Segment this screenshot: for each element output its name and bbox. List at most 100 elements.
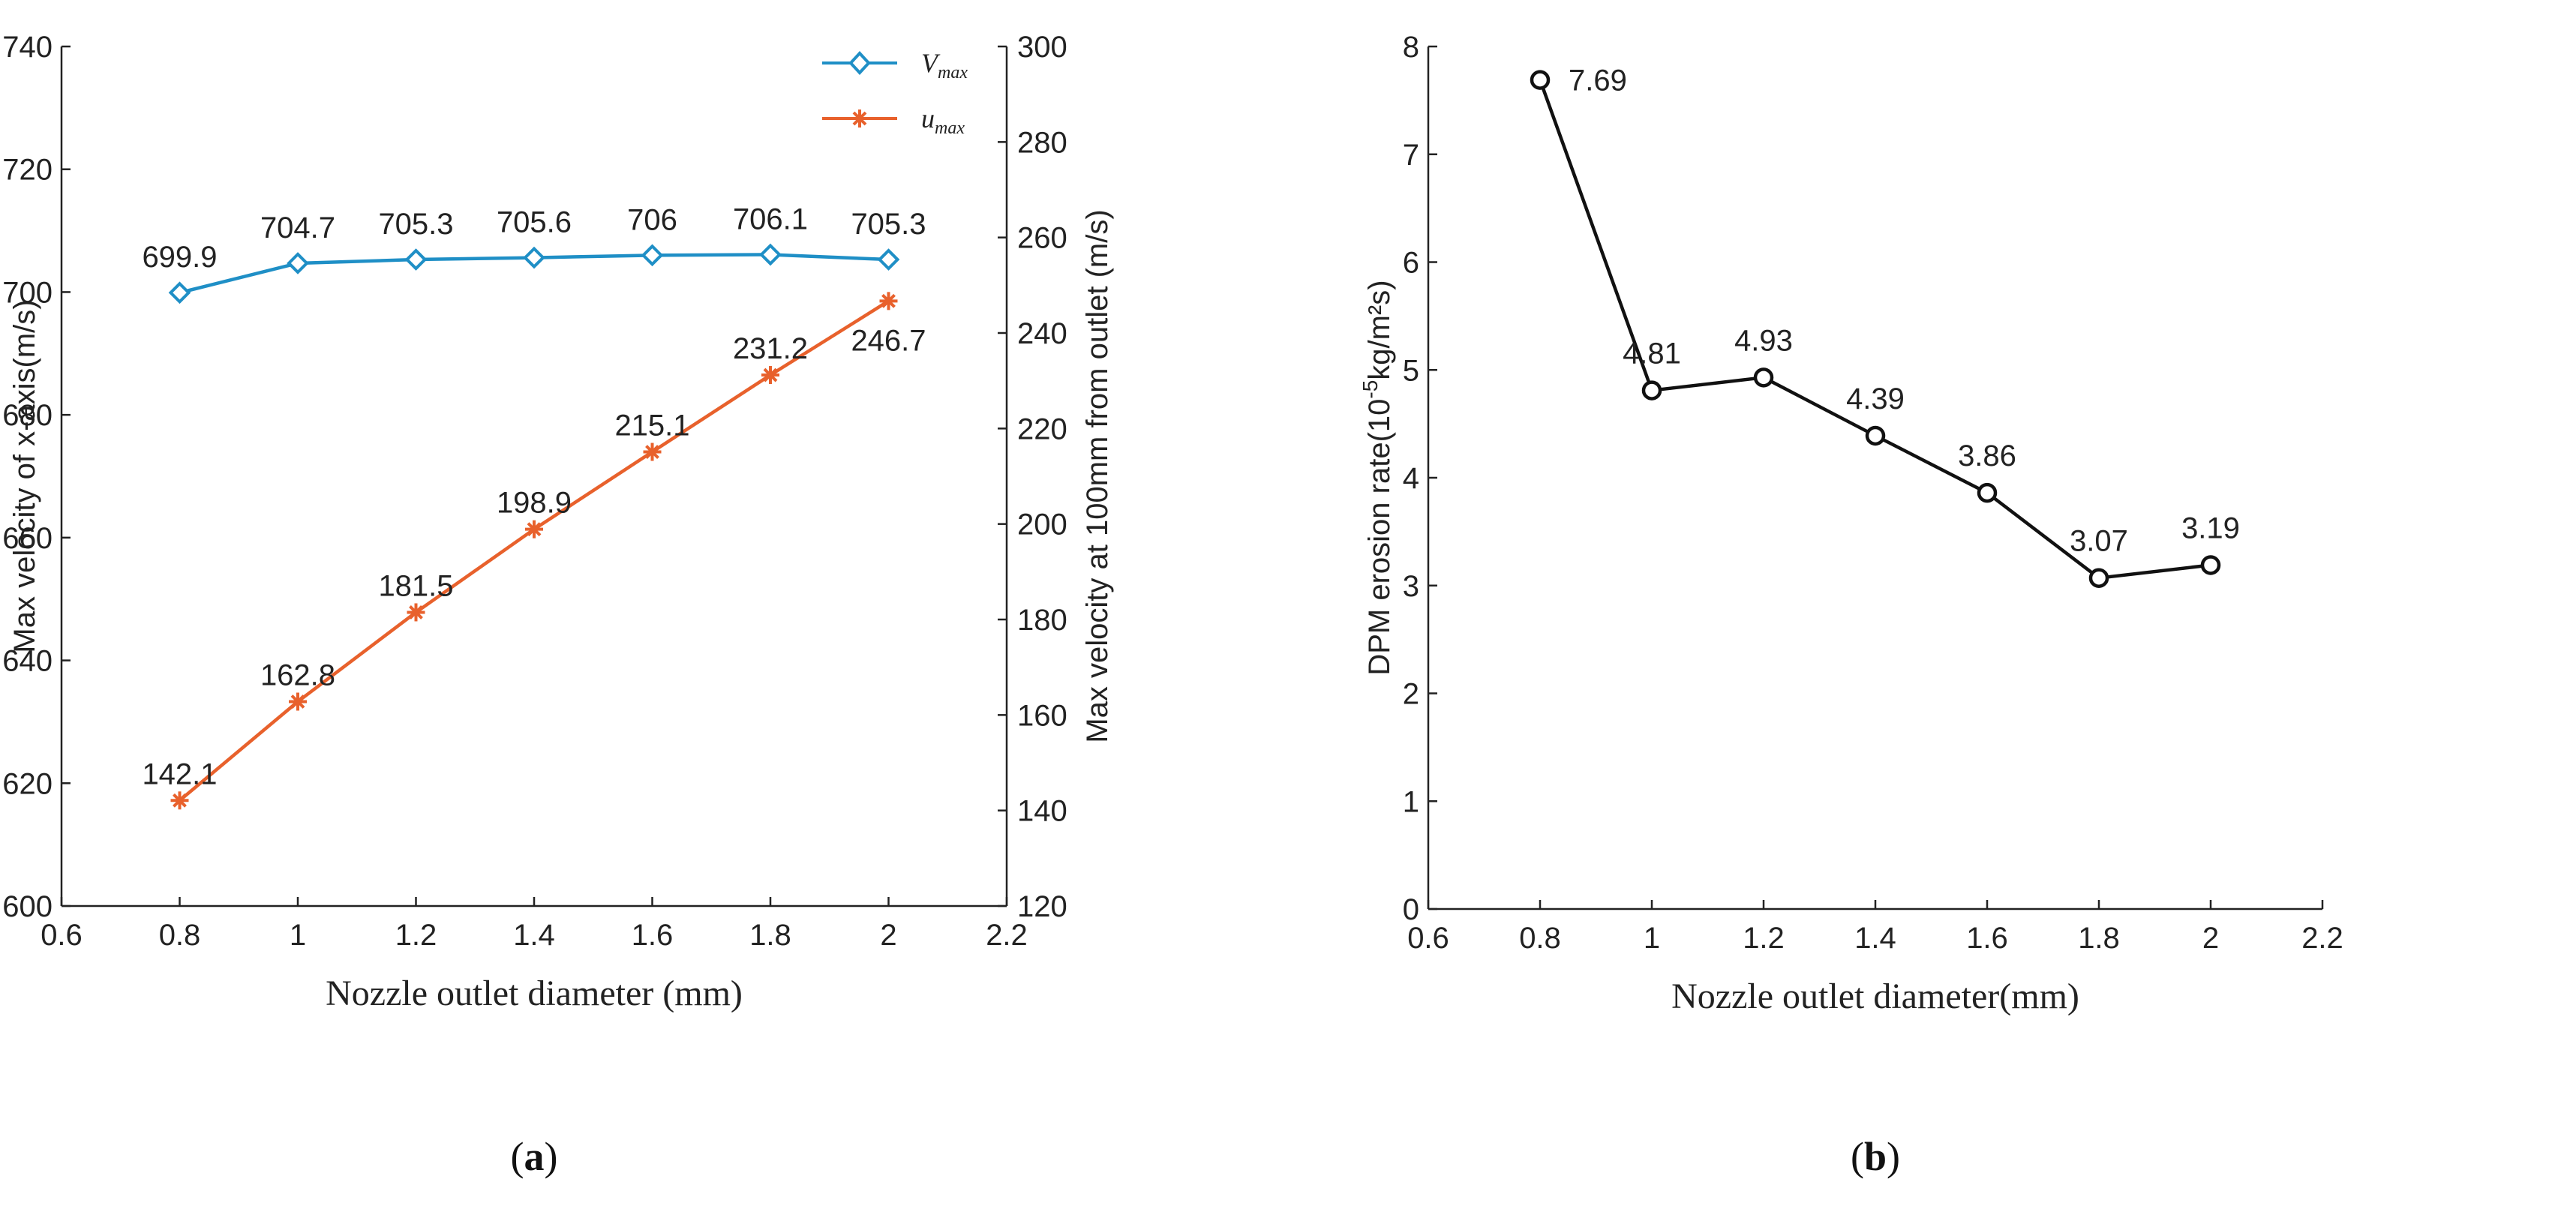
panel-b-data-labels: 7.69 4.81 4.93 4.39 3.86 3.07 3.19	[1569, 64, 2240, 558]
panel-a-x-tick-label: 1.4	[513, 919, 555, 952]
panel-a-y2-tick-label: 160	[1017, 699, 1067, 732]
umax-point	[407, 603, 425, 622]
panel-a-ticks: 0.6 0.8 1 1.2 1.4 1.6 1.8 2 2.2 600 620 640 660 680 70…	[2, 31, 1067, 952]
panel-a-y2-tick-label: 120	[1017, 890, 1067, 923]
legend-vmax-marker	[848, 51, 871, 75]
panel-a-x-tick-label: 2	[880, 919, 896, 952]
erosion-data-label: 3.07	[2070, 525, 2128, 558]
panel-a-y2-tick-label: 220	[1017, 412, 1067, 446]
panel-a-y-tick-label: 620	[2, 767, 53, 800]
panel-b-x-axis-label: Nozzle outlet diameter(mm)	[1671, 976, 2079, 1016]
vmax-data-label: 705.6	[497, 206, 572, 239]
vmax-point	[287, 252, 309, 274]
panel-a-data-labels: 699.9 704.7 705.3 705.6 706 706.1 705.3 142.1 16…	[142, 202, 926, 790]
erosion-data-label: 7.69	[1569, 64, 1627, 98]
panel-a-y2-tick-label: 240	[1017, 317, 1067, 350]
panel-b-y-tick-label: 1	[1403, 785, 1419, 818]
panel-a-y2-tick-label: 140	[1017, 795, 1067, 828]
panel-a-y-tick-label: 640	[2, 645, 53, 678]
panel-a-x-tick-label: 0.6	[41, 919, 83, 952]
erosion-data-label: 4.93	[1734, 324, 1793, 357]
panel-a-series	[168, 243, 900, 810]
caption-a: (a)	[511, 1134, 558, 1179]
panel-b-y-axis-label: DPM erosion rate(10-5kg/m²s)	[1359, 280, 1396, 675]
vmax-data-label: 704.7	[260, 212, 335, 244]
umax-data-label: 181.5	[378, 569, 453, 602]
panel-a-y-axis-label: Max velocity of x-axis(m/s)	[8, 299, 41, 652]
umax-point	[761, 366, 779, 385]
panel-b-x-tick-label: 0.6	[1407, 922, 1449, 955]
panel-a-y2-axis-label: Max velocity at 100mm from outlet (m/s)	[1081, 209, 1114, 742]
panel-b-x-tick-label: 1.2	[1743, 922, 1785, 955]
vmax-point	[641, 244, 664, 267]
panel-a-x-tick-label: 1	[290, 919, 306, 952]
umax-data-label: 198.9	[497, 487, 572, 520]
panel-b-y-tick-label: 6	[1403, 247, 1419, 280]
panel-a-y-tick-label: 680	[2, 399, 53, 432]
panel-a-y-tick-label: 720	[2, 154, 53, 187]
erosion-point	[1641, 380, 1662, 400]
vmax-data-label: 706	[627, 203, 677, 236]
legend-umax-marker	[851, 110, 869, 128]
erosion-point	[1977, 482, 1998, 503]
panel-b-y-tick-label: 0	[1403, 893, 1419, 926]
panel-b-y-tick-label: 4	[1403, 462, 1419, 495]
chart-panel-a: 0.6 0.8 1 1.2 1.4 1.6 1.8 2 2.2 600 620 640 660 680 70…	[2, 31, 1114, 1013]
panel-b-x-tick-label: 0.8	[1519, 922, 1561, 955]
vmax-point	[877, 248, 900, 271]
panel-a-x-tick-label: 0.8	[159, 919, 201, 952]
vmax-data-label: 705.3	[378, 208, 453, 241]
umax-data-label: 162.8	[260, 659, 335, 692]
erosion-data-label: 3.86	[1958, 440, 2016, 472]
panel-a-y-tick-label: 700	[2, 276, 53, 309]
vmax-data-label: 699.9	[142, 241, 217, 274]
panel-a-y-tick-label: 660	[2, 522, 53, 555]
panel-b-x-tick-label: 1.8	[2078, 922, 2120, 955]
panel-a-x-tick-label: 1.6	[632, 919, 674, 952]
vmax-point	[523, 246, 545, 269]
panel-a-x-tick-label: 2.2	[986, 919, 1028, 952]
erosion-data-label: 4.81	[1623, 338, 1681, 370]
umax-line	[179, 299, 890, 802]
panel-b-x-tick-label: 2	[2202, 922, 2219, 955]
panel-b-y-tick-label: 8	[1403, 31, 1419, 64]
erosion-point	[1530, 70, 1551, 90]
panel-a-x-tick-label: 1.8	[749, 919, 791, 952]
legend-umax-label: umax	[921, 104, 965, 138]
panel-a-y-tick-label: 600	[2, 890, 53, 923]
umax-point	[879, 292, 898, 310]
panel-b-x-tick-label: 1	[1644, 922, 1660, 955]
panel-a-legend: Vmax umax	[822, 48, 968, 138]
umax-data-label: 246.7	[851, 324, 926, 357]
chart-panel-b: 0.6 0.8 1 1.2 1.4 1.6 1.8 2 2.2 0 1 2 3 4 5 6 7 8 7.69 4.8…	[1359, 31, 2343, 1016]
panel-b-y-tick-label: 2	[1403, 678, 1419, 711]
umax-point	[289, 692, 307, 711]
erosion-data-label: 3.19	[2181, 512, 2240, 544]
vmax-point	[759, 243, 782, 266]
erosion-point	[1865, 425, 1886, 446]
vmax-data-label: 705.3	[851, 208, 926, 241]
umax-data-label: 231.2	[733, 332, 808, 365]
umax-point	[170, 791, 189, 810]
erosion-data-label: 4.39	[1846, 382, 1905, 416]
vmax-data-label: 706.1	[733, 202, 808, 236]
panel-b-x-tick-label: 1.4	[1854, 922, 1896, 955]
panel-b-series	[1530, 70, 2221, 588]
erosion-point	[2200, 555, 2221, 575]
umax-point	[643, 442, 662, 461]
panel-b-x-tick-label: 2.2	[2301, 922, 2343, 955]
panel-a-x-axis-label: Nozzle outlet diameter (mm)	[326, 974, 743, 1013]
legend-vmax-label: Vmax	[921, 48, 968, 82]
panel-b-y-tick-label: 5	[1403, 354, 1419, 387]
panel-b-x-tick-label: 1.6	[1966, 922, 2008, 955]
panel-b-ticks: 0.6 0.8 1 1.2 1.4 1.6 1.8 2 2.2 0 1 2 3 4 5 6 7 8	[1403, 31, 2343, 955]
panel-a-x-tick-label: 1.2	[395, 919, 437, 952]
umax-data-label: 215.1	[614, 410, 689, 442]
vmax-point	[404, 248, 428, 271]
erosion-line	[1538, 79, 2211, 580]
panel-a-y2-tick-label: 260	[1017, 222, 1067, 255]
panel-a-y2-tick-label: 280	[1017, 126, 1067, 159]
erosion-point	[1753, 368, 1774, 388]
panel-b-y-tick-label: 3	[1403, 570, 1419, 603]
